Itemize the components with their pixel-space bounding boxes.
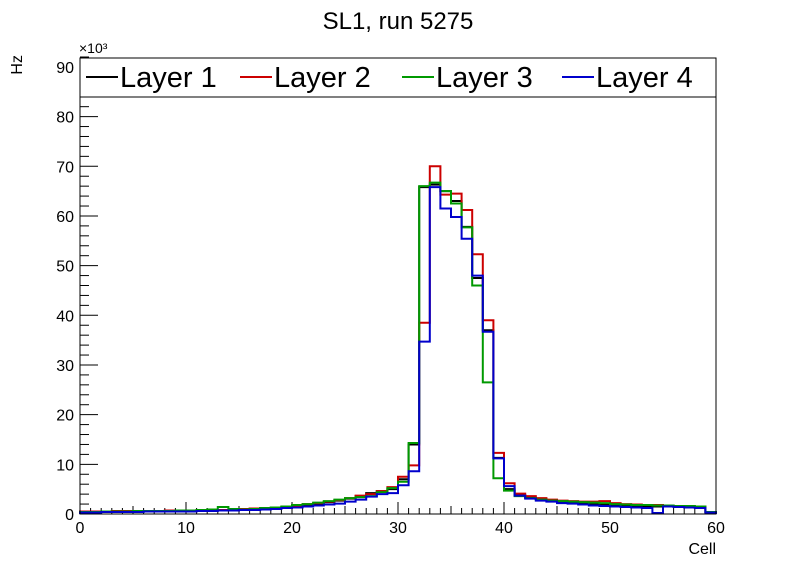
legend: Layer 1 Layer 2 Layer 3 Layer 4 [79,57,717,98]
x-tick-label: 50 [601,520,619,537]
x-tick-label: 10 [177,520,195,537]
y-tick-label: 70 [56,159,74,176]
legend-label-layer-4: Layer 4 [596,62,693,94]
legend-box [79,57,717,98]
y-tick-label: 90 [56,60,74,77]
series-layer-3-line [79,181,717,514]
legend-label-layer-2: Layer 2 [274,62,371,94]
y-axis-multiplier: ×10³ [79,40,108,56]
x-tick-label: 30 [389,520,407,537]
y-axis-label: Hz [9,55,26,75]
chart-title: SL1, run 5275 [323,8,474,35]
legend-label-layer-1: Layer 1 [120,62,217,94]
y-tick-label: 30 [56,358,74,375]
x-tick-label: 0 [76,520,85,537]
y-tick-label: 50 [56,259,74,276]
series-layer-4-line [79,186,717,515]
legend-label-layer-3: Layer 3 [436,62,533,94]
y-tick-label: 80 [56,110,74,127]
y-tick-label: 10 [56,457,74,474]
y-tick-label: 40 [56,308,74,325]
x-axis-label: Cell [688,541,716,558]
y-tick-label: 60 [56,209,74,226]
x-tick-label: 40 [495,520,513,537]
y-tick-label: 20 [56,408,74,425]
x-tick-label: 60 [707,520,725,537]
x-tick-label: 20 [283,520,301,537]
data-series [79,165,717,515]
y-tick-label: 0 [65,507,74,524]
